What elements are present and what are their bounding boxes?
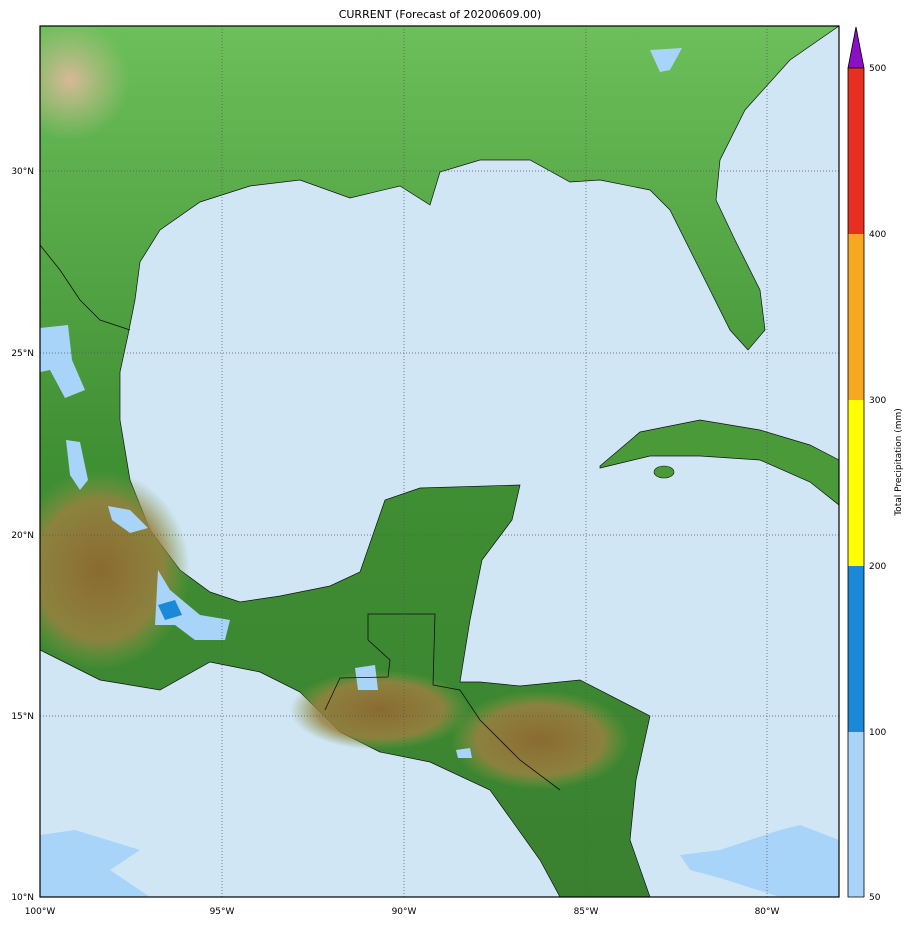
lat-tick: 20°N bbox=[11, 531, 34, 541]
colorbar-segment-50-100 bbox=[848, 732, 864, 897]
precipitation-overlay bbox=[40, 48, 839, 897]
lon-tick: 100°W bbox=[25, 907, 56, 917]
colorbar-tick: 100 bbox=[869, 728, 886, 738]
lat-tick: 30°N bbox=[11, 167, 34, 177]
lat-tick: 10°N bbox=[11, 893, 34, 903]
colorbar-label: Total Precipitation (mm) bbox=[894, 408, 904, 517]
lat-tick-labels: 10°N 15°N 20°N 25°N 30°N bbox=[11, 167, 34, 903]
landmass-jamaica bbox=[653, 465, 675, 479]
colorbar-segment-400-500 bbox=[848, 68, 864, 234]
map-frame bbox=[39, 25, 840, 898]
map-area[interactable] bbox=[10, 20, 839, 897]
colorbar-segment-300-400 bbox=[848, 234, 864, 400]
lat-tick: 25°N bbox=[11, 349, 34, 359]
highland-honduras bbox=[450, 690, 630, 790]
colorbar: 50 100 200 300 400 500 Total Precipitati… bbox=[847, 26, 904, 903]
map-title: CURRENT (Forecast of 20200609.00) bbox=[338, 8, 542, 21]
country-borders bbox=[40, 244, 561, 791]
lat-tick: 15°N bbox=[11, 712, 34, 722]
lon-tick: 95°W bbox=[210, 907, 235, 917]
highland-guatemala bbox=[290, 670, 470, 750]
colorbar-tick: 500 bbox=[869, 64, 886, 74]
highland-texas bbox=[40, 26, 130, 140]
colorbar-tick: 200 bbox=[869, 562, 886, 572]
highland-mexico bbox=[40, 470, 190, 670]
gridlines bbox=[40, 26, 839, 897]
colorbar-tick: 400 bbox=[869, 230, 886, 240]
colorbar-segment-200-300 bbox=[848, 400, 864, 566]
landmass-cuba bbox=[599, 419, 839, 506]
colorbar-tick: 300 bbox=[869, 396, 886, 406]
lon-tick: 80°W bbox=[755, 907, 780, 917]
lon-tick: 85°W bbox=[574, 907, 599, 917]
colorbar-extend-max bbox=[847, 26, 865, 69]
lon-tick-labels: 100°W 95°W 90°W 85°W 80°W bbox=[25, 907, 780, 917]
lon-tick: 90°W bbox=[392, 907, 417, 917]
colorbar-segment-100-200 bbox=[848, 566, 864, 732]
precipitation-100-200 bbox=[158, 600, 182, 620]
colorbar-tick: 50 bbox=[869, 893, 881, 903]
